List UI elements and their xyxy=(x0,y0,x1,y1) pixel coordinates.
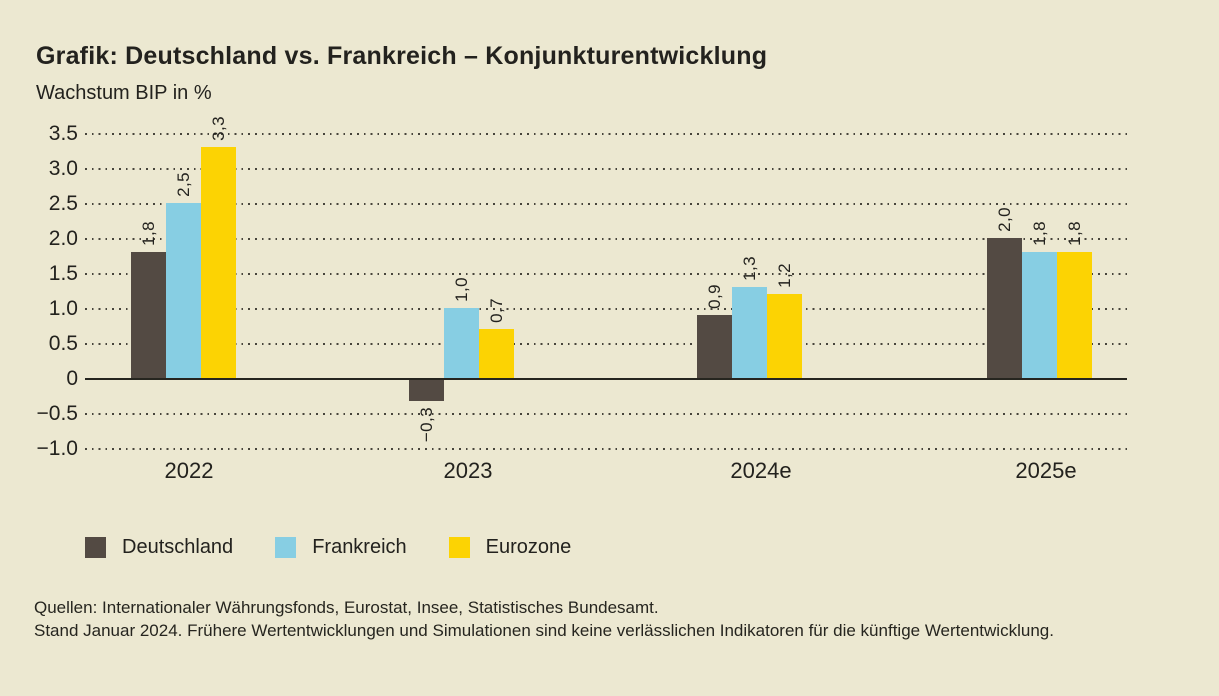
bar-value-label: 1,3 xyxy=(739,256,759,281)
zero-axis-line xyxy=(85,378,1127,380)
bar-value-label: 2,5 xyxy=(173,172,193,197)
legend-item-eurozone: Eurozone xyxy=(448,536,572,558)
x-tick-label: 2025e xyxy=(1015,458,1077,483)
source-note: Quellen: Internationaler Währungsfonds, … xyxy=(34,596,1054,642)
bar-value-label: 1,2 xyxy=(774,263,794,288)
bar-deutschland-2022 xyxy=(131,252,166,378)
x-tick-label: 2024e xyxy=(730,458,792,483)
y-tick-label: 3.5 xyxy=(48,122,78,145)
gridline xyxy=(85,273,1127,275)
bar-deutschland-2025e xyxy=(987,238,1022,378)
legend-item-deutschland: Deutschland xyxy=(85,536,233,558)
legend-swatch-eurozone xyxy=(448,536,470,558)
bar-value-label: 3,3 xyxy=(208,116,228,141)
legend: Deutschland Frankreich Eurozone xyxy=(85,536,571,558)
y-tick-label: 2.5 xyxy=(48,192,78,215)
bar-eurozone-2024e xyxy=(767,294,802,378)
legend-swatch-deutschland xyxy=(85,536,106,558)
bar-frankreich-2024e xyxy=(732,287,767,378)
gridline xyxy=(85,413,1127,415)
gridline xyxy=(85,308,1127,310)
bar-value-label: 0,9 xyxy=(704,284,724,309)
legend-label-frankreich: Frankreich xyxy=(312,536,407,558)
gridline xyxy=(85,448,1127,450)
bar-deutschland-2024e xyxy=(697,315,732,378)
disclaimer-line: Stand Januar 2024. Frühere Wertentwicklu… xyxy=(34,621,1054,640)
y-tick-label: −1.0 xyxy=(36,437,78,460)
bar-eurozone-2025e xyxy=(1057,252,1092,378)
legend-item-frankreich: Frankreich xyxy=(275,536,407,558)
bar-value-label: 2,0 xyxy=(994,207,1014,232)
bar-eurozone-2022 xyxy=(201,147,236,378)
x-tick-label: 2022 xyxy=(164,458,214,483)
source-line: Quellen: Internationaler Währungsfonds, … xyxy=(34,598,659,617)
bar-value-label: 1,0 xyxy=(451,277,471,302)
y-tick-label: −0.5 xyxy=(36,402,78,425)
y-tick-label: 0.5 xyxy=(48,332,78,355)
legend-label-deutschland: Deutschland xyxy=(122,536,234,558)
legend-label-eurozone: Eurozone xyxy=(485,536,572,558)
y-tick-label: 1.0 xyxy=(48,297,78,320)
bar-eurozone-2023 xyxy=(479,329,514,378)
gridline xyxy=(85,133,1127,135)
legend-swatch-frankreich xyxy=(275,536,297,558)
bar-value-label: 1,8 xyxy=(138,221,158,246)
gridline xyxy=(85,343,1127,345)
x-tick-label: 2023 xyxy=(443,458,493,483)
bar-deutschland-2023 xyxy=(409,380,444,401)
chart-title: Grafik: Deutschland vs. Frankreich – Kon… xyxy=(36,42,768,70)
y-tick-label: 0 xyxy=(66,367,78,390)
y-tick-label: 2.0 xyxy=(48,227,78,250)
bar-value-label: 1,8 xyxy=(1029,221,1049,246)
gridline xyxy=(85,168,1127,170)
bar-frankreich-2025e xyxy=(1022,252,1057,378)
chart-subtitle: Wachstum BIP in % xyxy=(36,82,212,104)
gridline xyxy=(85,203,1127,205)
y-tick-label: 3.0 xyxy=(48,157,78,180)
y-tick-label: 1.5 xyxy=(48,262,78,285)
bar-value-label: 1,8 xyxy=(1064,221,1084,246)
bar-frankreich-2023 xyxy=(444,308,479,378)
bar-value-label: 0,7 xyxy=(486,298,506,323)
bar-value-label: −0,3 xyxy=(416,407,436,443)
bar-frankreich-2022 xyxy=(166,203,201,378)
gridline xyxy=(85,238,1127,240)
